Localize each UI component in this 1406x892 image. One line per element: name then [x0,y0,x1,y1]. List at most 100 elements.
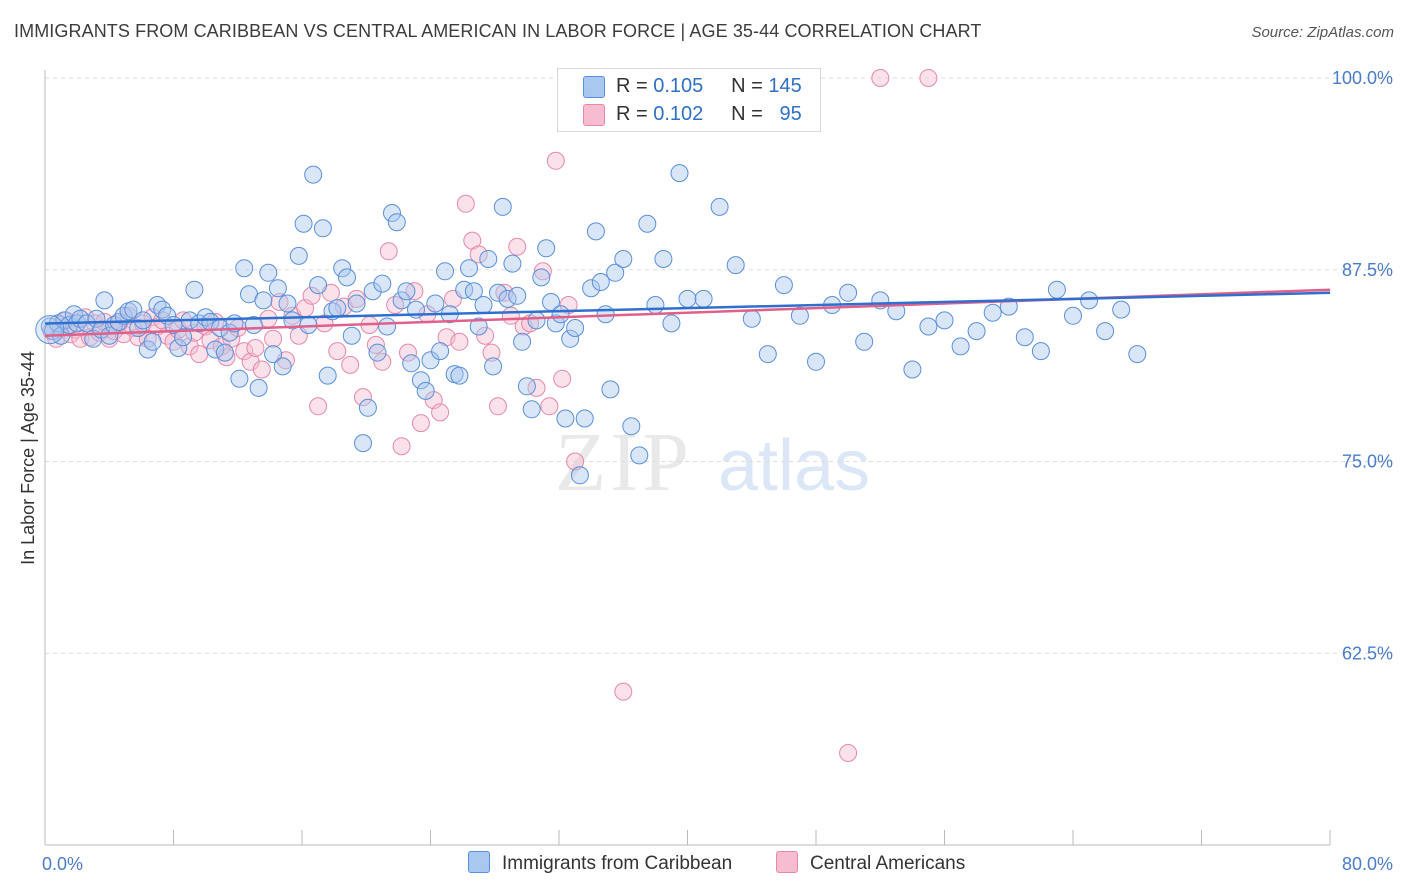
point-blue-28 [169,339,188,357]
point-blue-101 [527,311,546,330]
axes [44,70,1331,846]
series-legend: Immigrants from Caribbean Central Americ… [0,851,1406,877]
point-blue-25 [153,300,172,319]
point-blue-98 [513,332,532,351]
point-blue-148 [1031,342,1050,361]
stats-legend: R = 0.105 N = 145 R = 0.102 N = 95 [557,68,821,132]
point-blue-90 [474,296,493,314]
point-blue-112 [582,279,601,298]
point-blue-50 [278,294,297,313]
point-pink-73 [456,194,475,213]
point-pink-90 [566,452,585,471]
point-pink-55 [341,355,360,374]
point-blue-141 [919,317,938,336]
point-pink-84 [527,378,546,397]
legend-label: Immigrants from Caribbean [502,853,733,874]
point-blue-57 [313,219,332,238]
point-pink-91 [614,682,633,701]
legend-swatch-blue [583,76,605,98]
watermark: ZIP atlas [555,416,870,509]
point-blue-145 [983,303,1002,322]
point-blue-134 [807,352,825,371]
y-tick-label-0: 62.5% [1342,643,1393,663]
point-blue-94 [493,197,512,216]
n-value: 95 [779,103,802,125]
point-blue-130 [742,309,761,328]
x-tick-label-min: 0.0% [42,854,83,874]
point-blue-77 [411,371,430,390]
point-pink-56 [347,289,366,308]
point-blue-108 [561,329,580,348]
point-blue-56 [309,276,328,295]
point-pink-41 [252,360,271,379]
point-blue-153 [1112,300,1131,319]
point-blue-152 [1096,322,1115,341]
point-pink-72 [450,332,469,351]
point-blue-14 [100,326,119,345]
point-pink-76 [476,326,495,345]
point-blue-105 [546,314,565,333]
point-blue-106 [551,305,570,324]
point-blue-74 [397,282,416,301]
point-blue-127 [694,289,713,308]
point-blue-144 [967,322,986,341]
point-blue-151 [1080,291,1099,310]
point-blue-48 [268,279,287,298]
x-tick-label-max: 80.0% [1342,854,1393,874]
point-blue-69 [373,274,392,293]
source-credit: Source: ZipAtlas.com [1251,24,1394,41]
point-blue-41 [235,259,254,278]
point-blue-45 [254,291,273,310]
point-pink-28 [180,337,199,356]
point-blue-78 [416,381,435,400]
legend-item-central: Central Americans [776,851,965,877]
point-blue-92 [484,357,503,376]
point-blue-97 [508,286,527,305]
point-pink-38 [235,342,254,361]
point-blue-116 [601,380,620,399]
point-blue-61 [333,259,352,278]
n-label: N = [731,103,763,125]
legend-swatch-blue [468,851,490,873]
legend-swatch-pink [776,851,798,873]
point-blue-60 [328,299,347,318]
point-blue-123 [654,250,673,268]
r-value: 0.105 [653,75,704,97]
point-blue-37 [215,343,234,362]
point-blue-129 [726,256,745,275]
watermark-zip: ZIP [555,416,693,509]
point-blue-81 [431,342,450,361]
point-blue-55 [304,165,323,184]
point-blue-91 [479,250,498,268]
point-pink-60 [373,352,392,371]
point-blue-71 [383,204,401,222]
point-pink-66 [411,414,430,433]
point-blue-62 [338,268,356,287]
point-pink-64 [399,343,417,362]
point-blue-122 [646,296,665,314]
point-blue-121 [638,214,657,233]
point-blue-13 [95,291,114,310]
point-blue-107 [556,409,575,428]
chart-title: IMMIGRANTS FROM CARIBBEAN VS CENTRAL AME… [14,21,982,41]
point-pink-94 [919,69,938,87]
point-blue-88 [464,282,483,301]
y-tick-label-3: 100.0% [1332,68,1393,88]
r-label: R = [616,103,648,125]
point-blue-109 [566,319,585,337]
point-blue-136 [839,283,858,302]
point-blue-118 [614,250,633,268]
point-pink-77 [482,343,501,362]
point-blue-126 [678,289,697,308]
point-blue-143 [951,337,970,356]
point-pink-81 [508,237,527,256]
legend-label: Central Americans [810,853,966,874]
point-pink-49 [302,286,321,305]
point-blue-133 [790,306,809,325]
point-pink-92 [839,744,858,762]
point-blue-29 [174,328,193,347]
watermark-atlas: atlas [718,426,870,506]
point-blue-124 [662,314,681,333]
point-pink-75 [469,245,488,264]
point-blue-70 [378,317,397,336]
